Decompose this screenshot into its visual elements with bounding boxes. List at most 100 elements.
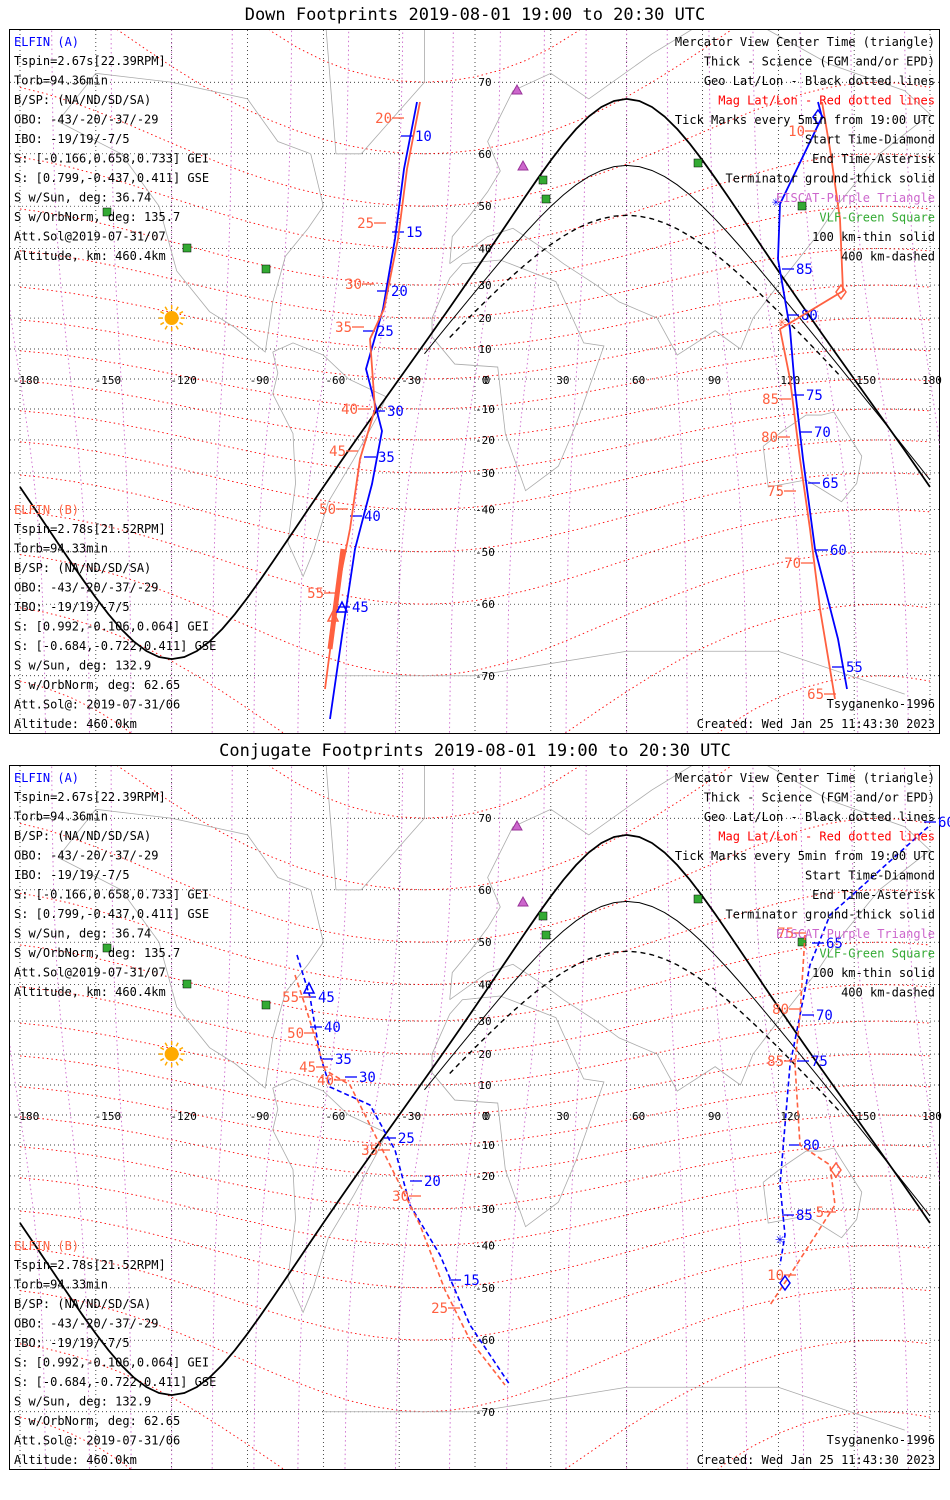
lat-tick-label: 0 xyxy=(482,1110,489,1123)
mag-lon-line xyxy=(211,30,233,733)
elfin-b-info-line: OBO: -43/-20/-37/-29 xyxy=(14,1317,159,1331)
lon-tick-label: 0 xyxy=(484,374,491,387)
elfin-a-track-tick-label: 15 xyxy=(406,225,423,241)
elfin-b-track-tick-label: 30 xyxy=(345,277,362,293)
elfin-b-info-line: S: [0.992,-0.106,0.064] GEI xyxy=(14,1356,209,1370)
coastline xyxy=(325,30,425,155)
mag-lat-line xyxy=(19,348,931,410)
mag-lon-line xyxy=(449,766,501,1469)
vlf-square xyxy=(182,979,192,989)
elfin-b-info-line: Altitude: 460.0km xyxy=(14,1453,137,1467)
elfin-a-track-2-tick-label: 65 xyxy=(822,476,839,492)
mag-lat-line xyxy=(19,1084,931,1146)
lat-tick-label: -10 xyxy=(475,1139,495,1152)
elfin-b-name: ELFIN (B) xyxy=(14,503,79,517)
elfin-a-info-line: Tspin=2.67s[22.39RPM] xyxy=(14,54,166,68)
elfin-b-track-tick-label: 35 xyxy=(361,1143,378,1159)
lat-tick-label: 30 xyxy=(478,279,491,292)
legend-line: Mag Lat/Lon - Red dotted lines xyxy=(718,94,935,108)
lat-tick-label: 50 xyxy=(478,936,491,949)
view-center-triangle xyxy=(302,981,316,994)
terminator-ground xyxy=(19,98,931,660)
lat-tick-label: 20 xyxy=(478,312,491,325)
elfin-a-track-2-tick-label: 80 xyxy=(803,1138,820,1154)
lat-tick-label: 60 xyxy=(478,884,491,897)
lat-tick-label: 20 xyxy=(478,1048,491,1061)
mag-lon-line xyxy=(253,766,293,1469)
vlf-square xyxy=(538,175,548,185)
mag-lat-line xyxy=(19,1287,931,1413)
panel-frame-conjugate xyxy=(9,765,940,1470)
elfin-a-info-line: OBO: -43/-20/-37/-29 xyxy=(14,849,159,863)
elfin-a-track-2-tick-label: 60 xyxy=(830,543,847,559)
lon-tick-label: -60 xyxy=(325,374,345,387)
elfin-a-track-2-tick-label: 75 xyxy=(806,388,823,404)
elfin-a-track-2 xyxy=(777,101,848,690)
terminator-400km xyxy=(449,950,843,1114)
lon-tick-label: -180 xyxy=(13,1110,40,1123)
sun-ray xyxy=(164,1061,168,1066)
elfin-b-info-line: S: [0.992,-0.106,0.064] GEI xyxy=(14,620,209,634)
lat-tick-label: 30 xyxy=(478,1015,491,1028)
elfin-a-info-line: S: [-0.166,0.658,0.733] GEI xyxy=(14,888,209,902)
elfin-a-track-tick-label: 10 xyxy=(415,129,432,145)
lon-tick-label: 150 xyxy=(856,1110,876,1123)
elfin-b-track-tick-label: 50 xyxy=(319,502,336,518)
elfin-a-info-line: Att.Sol@2019-07-31/07 xyxy=(14,966,166,980)
lat-tick-label: -20 xyxy=(475,434,495,447)
lon-tick-label: -90 xyxy=(250,1110,270,1123)
elfin-b-info-line: OBO: -43/-20/-37/-29 xyxy=(14,581,159,595)
elfin-b-info-line: IBO: -19/19/-7/5 xyxy=(14,600,130,614)
elfin-b-track-2 xyxy=(778,101,844,700)
created-label: Created: Wed Jan 25 11:43:30 2023 xyxy=(697,717,935,731)
lon-tick-label: -180 xyxy=(13,374,40,387)
mag-lat-line xyxy=(19,941,931,1022)
elfin-b-track-tick-label: 45 xyxy=(299,1060,316,1076)
coastline xyxy=(762,1147,863,1239)
elfin-a-track-2-tick-label: 85 xyxy=(796,1208,813,1224)
elfin-b-track-tick-label: 50 xyxy=(287,1026,304,1042)
elfin-b-track-2-tick-label: 75 xyxy=(777,926,794,942)
lon-tick-label: -120 xyxy=(170,374,197,387)
sun-ray xyxy=(160,1057,165,1062)
sun-ray xyxy=(160,321,165,326)
coastline xyxy=(272,1078,388,1314)
elfin-a-track-tick-label: 45 xyxy=(352,600,369,616)
legend-line: Mercator View Center Time (triangle) xyxy=(675,35,935,49)
legend-line: Mag Lat/Lon - Red dotted lines xyxy=(718,830,935,844)
lon-tick-label: 90 xyxy=(708,374,721,387)
lat-tick-label: -40 xyxy=(475,503,495,516)
sun-icon xyxy=(164,311,179,326)
elfin-b-info-line: Torb=94.33min xyxy=(14,1278,108,1292)
legend-line: End Time-Asterisk xyxy=(812,152,936,166)
elfin-b-info-line: S: [-0.684,-0.722,0.411] GSE xyxy=(14,1375,216,1389)
mag-lon-line xyxy=(506,30,545,733)
elfin-b-info-line: Att.Sol@: 2019-07-31/06 xyxy=(14,1434,180,1448)
elfin-a-name: ELFIN (A) xyxy=(14,771,79,785)
sun-ray xyxy=(175,306,179,311)
lat-tick-label: -10 xyxy=(475,403,495,416)
lat-tick-label: -50 xyxy=(475,1282,495,1295)
elfin-b-track-tick-label: 40 xyxy=(317,1073,334,1089)
elfin-a-track-tick-label: 20 xyxy=(424,1174,441,1190)
panel-title-conjugate: Conjugate Footprints 2019-08-01 19:00 to… xyxy=(219,741,731,761)
elfin-b-track-2 xyxy=(769,934,836,1306)
sun-ray xyxy=(179,321,184,326)
vlf-square xyxy=(261,264,271,274)
start-diamond xyxy=(812,108,824,126)
vlf-square xyxy=(693,894,703,904)
sun-ray xyxy=(175,1061,179,1066)
terminator-100km xyxy=(424,164,931,481)
legend-line: VLF-Green Square xyxy=(819,947,935,961)
model-label: Tsyganenko-1996 xyxy=(827,1433,935,1447)
legend-line: VLF-Green Square xyxy=(819,211,935,225)
mag-lon-line xyxy=(904,766,940,1188)
elfin-a-info-line: Altitude, km: 460.4km xyxy=(14,985,166,999)
elfin-b-track-2-tick-label: 5 xyxy=(816,1205,824,1221)
mag-lat-line xyxy=(116,766,732,891)
elfin-a-info-line: S w/Sun, deg: 36.74 xyxy=(14,191,151,205)
elfin-b-info-line: S w/OrbNorm, deg: 62.65 xyxy=(14,678,180,692)
elfin-a-info-line: Altitude, km: 460.4km xyxy=(14,249,166,263)
mag-lat-line xyxy=(19,984,931,1055)
